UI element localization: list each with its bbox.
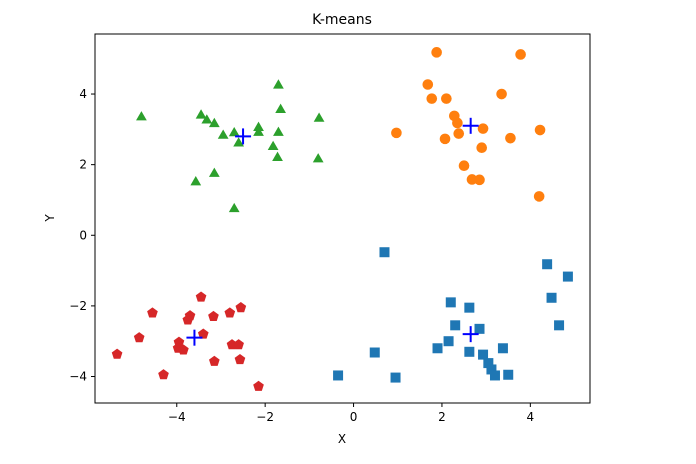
cluster-3-point — [208, 310, 219, 322]
cluster-2-point — [273, 126, 284, 136]
cluster-0-point — [483, 358, 494, 369]
cluster-0-point — [474, 323, 485, 334]
y-tick-label: 2 — [79, 158, 87, 172]
cluster-3-point — [195, 291, 207, 302]
y-tick-label: −2 — [69, 299, 87, 313]
cluster-1-point — [422, 79, 434, 90]
centroid-marker — [235, 128, 252, 145]
cluster-0-point — [464, 346, 475, 357]
cluster-0-point — [554, 320, 565, 331]
cluster-1-point — [453, 128, 465, 139]
cluster-3-point — [234, 353, 246, 365]
y-axis-title: Y — [43, 214, 57, 223]
cluster-0-point — [562, 271, 573, 282]
cluster-1-point — [534, 124, 546, 136]
y-tick-label: −4 — [69, 370, 87, 384]
cluster-3-point — [233, 339, 244, 350]
cluster-3-point — [224, 307, 236, 318]
cluster-0-point — [478, 349, 489, 360]
cluster-1-point — [476, 142, 488, 154]
cluster-0-point — [450, 320, 461, 331]
cluster-3-point — [147, 307, 158, 318]
cluster-1-point — [431, 47, 442, 58]
cluster-3-point — [178, 344, 189, 355]
cluster-2-point — [253, 121, 264, 131]
chart-title: K-means — [312, 12, 372, 28]
x-axis-title: X — [338, 432, 346, 446]
cluster-2-point — [272, 151, 283, 161]
centroid-marker — [186, 329, 203, 346]
x-tick-label: 2 — [438, 410, 446, 424]
cluster-2-point — [233, 137, 245, 147]
cluster-0-point — [432, 343, 443, 354]
cluster-0-point — [497, 343, 508, 354]
cluster-0-point — [445, 297, 456, 308]
cluster-2-point — [313, 112, 325, 122]
cluster-1-point — [439, 133, 451, 145]
cluster-2-point — [273, 79, 284, 89]
x-axis: −4 −2 0 2 4 — [168, 403, 534, 424]
cluster-1-point — [441, 93, 452, 104]
cluster-0-point — [369, 347, 380, 358]
cluster-1-point — [533, 191, 545, 202]
cluster-2-point — [195, 109, 207, 119]
cluster-0-point — [390, 372, 401, 383]
x-tick-label: −4 — [168, 410, 186, 424]
centroids-layer — [186, 117, 479, 346]
centroid-marker — [462, 326, 479, 343]
cluster-2-point — [201, 114, 213, 124]
cluster-0-point — [333, 370, 344, 381]
cluster-0-point — [486, 364, 497, 375]
cluster-2-point — [136, 111, 147, 121]
cluster-1-point — [505, 132, 516, 144]
cluster-2-point — [275, 103, 286, 113]
y-axis: −4 −2 0 2 4 — [69, 87, 95, 384]
plot-area — [94, 33, 591, 404]
cluster-1-point — [477, 123, 489, 134]
cluster-2-point — [228, 126, 240, 137]
cluster-0-point — [379, 247, 390, 258]
cluster-3-point — [197, 328, 209, 339]
cluster-0-point — [503, 369, 514, 380]
cluster-0-point — [546, 292, 557, 303]
cluster-2-point — [228, 202, 240, 213]
cluster-3-point — [158, 369, 169, 380]
cluster-0-point — [443, 336, 454, 347]
cluster-2-point — [312, 153, 324, 163]
centroid-marker — [462, 117, 479, 134]
points-layer — [111, 47, 573, 391]
plot-frame — [94, 33, 591, 404]
cluster-3-point — [253, 380, 264, 391]
cluster-2-point — [208, 117, 220, 128]
cluster-3-point — [133, 332, 145, 343]
y-tick-label: 0 — [79, 228, 87, 242]
cluster-0-point — [489, 370, 500, 381]
cluster-1-point — [458, 160, 470, 172]
cluster-1-point — [466, 174, 478, 185]
x-tick-label: 0 — [350, 410, 358, 424]
cluster-2-point — [208, 167, 220, 177]
cluster-1-point — [426, 93, 438, 104]
cluster-0-point — [542, 259, 553, 270]
cluster-1-point — [452, 117, 463, 129]
y-tick-label: 4 — [79, 87, 87, 101]
cluster-1-point — [391, 127, 402, 139]
cluster-1-point — [496, 88, 507, 100]
x-tick-label: −2 — [256, 410, 274, 424]
cluster-3-point — [111, 348, 123, 359]
cluster-2-point — [253, 126, 264, 136]
x-tick-label: 4 — [527, 410, 535, 424]
cluster-1-point — [474, 174, 485, 186]
cluster-2-point — [190, 176, 202, 186]
cluster-0-point — [464, 302, 475, 313]
cluster-3-point — [235, 302, 247, 313]
cluster-3-point — [209, 355, 220, 366]
cluster-2-point — [217, 129, 229, 139]
cluster-3-point — [182, 314, 194, 325]
cluster-2-point — [267, 140, 279, 151]
cluster-1-point — [515, 49, 526, 60]
